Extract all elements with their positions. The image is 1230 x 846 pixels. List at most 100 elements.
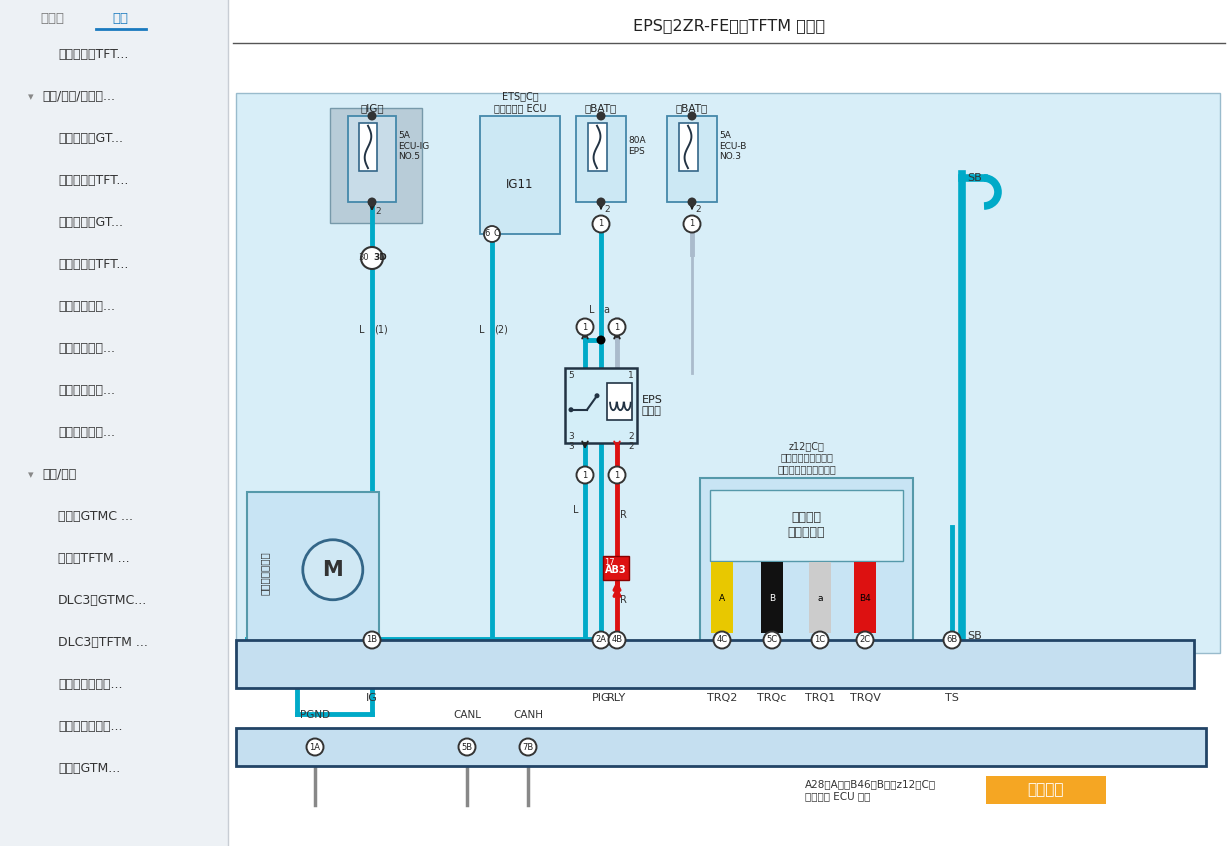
Circle shape <box>593 631 610 649</box>
Bar <box>576 116 626 202</box>
Text: 2: 2 <box>629 442 633 451</box>
Text: B: B <box>769 595 775 603</box>
Text: （IG）: （IG） <box>360 103 384 113</box>
Text: 2: 2 <box>695 205 701 214</box>
Bar <box>359 123 378 171</box>
Text: ▾: ▾ <box>28 92 33 102</box>
Circle shape <box>483 226 501 242</box>
Circle shape <box>597 112 605 120</box>
Text: 1C: 1C <box>814 635 825 645</box>
Text: TS: TS <box>945 693 959 703</box>
Text: 缩略图: 缩略图 <box>41 12 64 25</box>
Circle shape <box>943 631 961 649</box>
Text: 4C: 4C <box>716 635 728 645</box>
Circle shape <box>609 466 626 484</box>
Bar <box>809 562 831 633</box>
Text: 车源（GTM...: 车源（GTM... <box>58 762 121 776</box>
Bar <box>700 478 913 646</box>
Bar <box>986 776 1106 804</box>
Bar <box>236 93 1220 653</box>
Text: 多路通信系统（...: 多路通信系统（... <box>58 721 123 733</box>
Text: L: L <box>478 325 483 335</box>
Text: 5A
ECU-IG
NO.5: 5A ECU-IG NO.5 <box>399 131 429 161</box>
Text: 2: 2 <box>629 432 633 441</box>
Text: 1: 1 <box>614 470 620 480</box>
Text: 4B: 4B <box>611 635 622 645</box>
Text: a: a <box>603 305 609 315</box>
Text: 音响系统（GT...: 音响系统（GT... <box>58 133 123 146</box>
Circle shape <box>609 318 626 336</box>
Text: 1: 1 <box>614 322 620 332</box>
Bar <box>480 116 560 234</box>
Bar <box>679 123 697 171</box>
Circle shape <box>856 631 873 649</box>
Circle shape <box>577 318 594 336</box>
Text: 1A: 1A <box>310 743 321 751</box>
Text: B4: B4 <box>859 595 871 603</box>
Text: 音响系统（TFT...: 音响系统（TFT... <box>58 174 128 188</box>
Bar <box>603 556 629 580</box>
Text: TRQc: TRQc <box>758 693 787 703</box>
Text: 5A
ECU-B
NO.3: 5A ECU-B NO.3 <box>720 131 747 161</box>
Text: CANH: CANH <box>513 710 542 720</box>
Text: 多路通信系统（...: 多路通信系统（... <box>58 678 123 691</box>
Text: 2: 2 <box>375 207 380 216</box>
Text: TRQV: TRQV <box>850 693 881 703</box>
Text: 电源/网络: 电源/网络 <box>42 469 76 481</box>
Text: 1: 1 <box>629 371 633 380</box>
Text: 充电（GTMC ...: 充电（GTMC ... <box>58 510 133 524</box>
Text: 2: 2 <box>604 205 610 214</box>
Circle shape <box>306 739 323 755</box>
Circle shape <box>568 407 573 412</box>
Circle shape <box>688 197 696 206</box>
Text: 30: 30 <box>358 254 369 262</box>
Text: (2): (2) <box>494 325 508 335</box>
Circle shape <box>360 247 383 269</box>
Bar <box>588 123 606 171</box>
Bar <box>236 640 1194 688</box>
Text: 7B: 7B <box>523 743 534 751</box>
Circle shape <box>688 112 696 120</box>
Text: 转向锁止（TFT...: 转向锁止（TFT... <box>58 48 128 62</box>
Text: 汽修帮手: 汽修帮手 <box>1028 783 1064 798</box>
Text: 1B: 1B <box>367 635 378 645</box>
Text: 5: 5 <box>568 371 573 380</box>
Text: 3D: 3D <box>373 254 386 262</box>
Text: 6: 6 <box>485 229 490 239</box>
Bar <box>330 108 422 223</box>
Bar <box>854 562 876 633</box>
Text: SB: SB <box>967 173 982 183</box>
Text: A28（A）、B46（B）、z12（C）
动力转向 ECU 总成: A28（A）、B46（B）、z12（C） 动力转向 ECU 总成 <box>804 779 936 801</box>
Bar <box>606 383 632 420</box>
Text: 导航系统（TFT...: 导航系统（TFT... <box>58 259 128 272</box>
Text: ETS（C）
发动机总停 ECU: ETS（C） 发动机总停 ECU <box>493 91 546 113</box>
Text: CANL: CANL <box>453 710 481 720</box>
Text: DLC3（TFTM ...: DLC3（TFTM ... <box>58 636 148 650</box>
Circle shape <box>713 631 731 649</box>
Text: z12（C）
动力转向扁矩传感器
（电动转向柱分总成）: z12（C） 动力转向扁矩传感器 （电动转向柱分总成） <box>777 441 836 474</box>
Text: EPS（2ZR-FE）（TFTM 制造）: EPS（2ZR-FE）（TFTM 制造） <box>633 19 825 34</box>
Text: 1: 1 <box>689 219 695 228</box>
Text: ▾: ▾ <box>28 470 33 480</box>
Text: 丰田驻车辅助...: 丰田驻车辅助... <box>58 426 114 440</box>
Circle shape <box>577 466 594 484</box>
Text: 目录: 目录 <box>112 12 128 25</box>
Text: 后视野监视系...: 后视野监视系... <box>58 343 114 355</box>
Text: 动力转向
扁矩传感器: 动力转向 扁矩传感器 <box>787 511 825 539</box>
Circle shape <box>597 634 605 644</box>
Bar <box>711 562 733 633</box>
Text: R: R <box>620 510 627 520</box>
Text: 动力转向电动机: 动力转向电动机 <box>260 551 271 595</box>
Text: 2C: 2C <box>860 635 871 645</box>
Bar <box>667 116 717 202</box>
Circle shape <box>597 336 605 344</box>
Text: 2A: 2A <box>595 635 606 645</box>
Bar <box>0 0 228 846</box>
Circle shape <box>764 631 781 649</box>
Text: L: L <box>589 305 595 315</box>
Circle shape <box>519 739 536 755</box>
Text: A: A <box>720 595 724 603</box>
Text: L: L <box>573 505 579 515</box>
Text: IG: IG <box>367 693 378 703</box>
Text: 1: 1 <box>598 219 604 228</box>
